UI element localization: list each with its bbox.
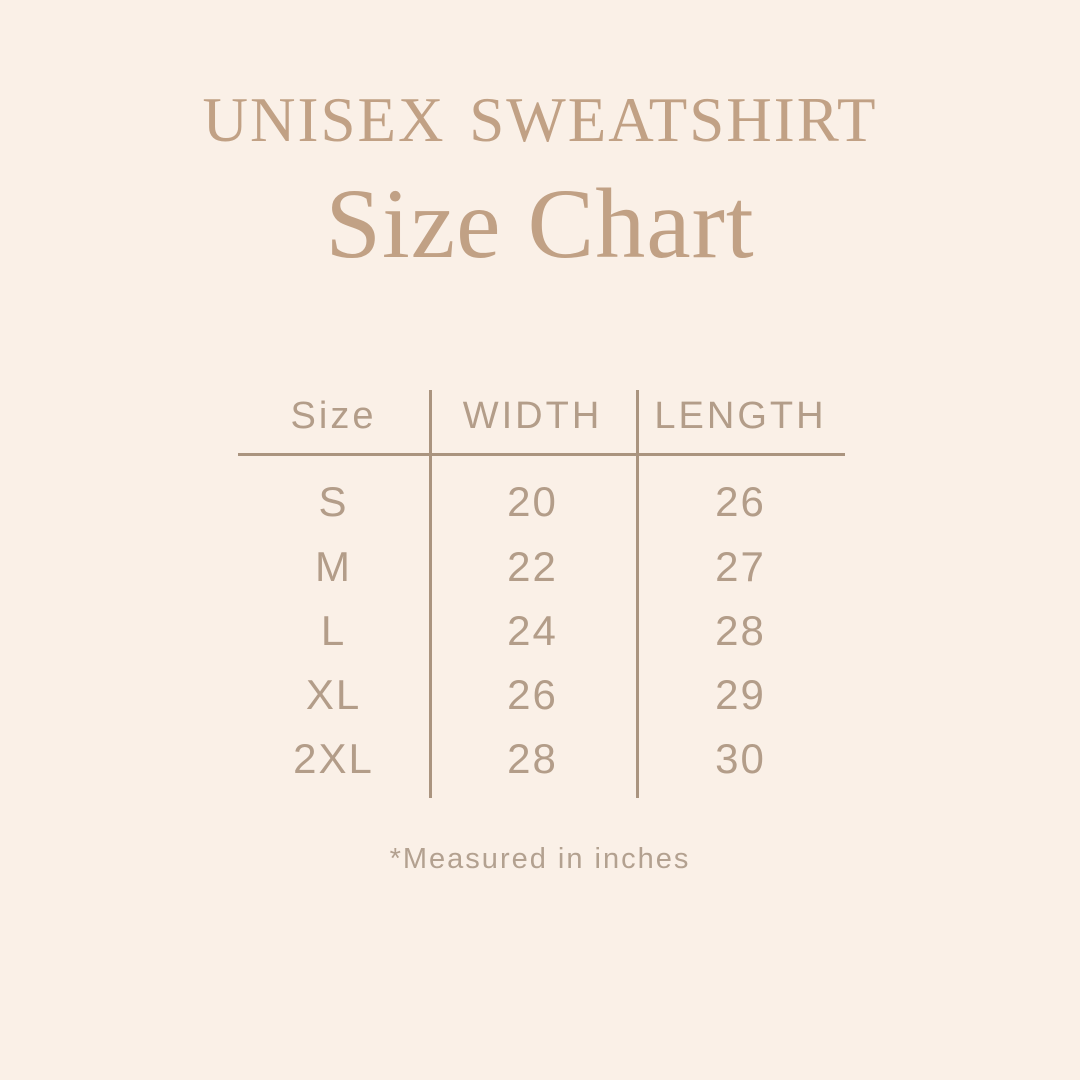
length-value: 28 — [715, 607, 766, 654]
length-value: 26 — [715, 478, 766, 525]
table-row: XL 26 29 — [238, 663, 845, 727]
width-value: 26 — [507, 671, 558, 718]
width-value: 20 — [507, 478, 558, 525]
size-label: L — [320, 607, 347, 654]
measurement-footnote: *Measured in inches — [389, 843, 691, 875]
column-header-length: LENGTH — [654, 394, 827, 437]
column-header-size: Size — [290, 394, 377, 437]
size-table: Size WIDTH LENGTH S 20 26 M 22 27 L 24 2… — [238, 390, 845, 798]
size-label: 2XL — [293, 735, 374, 782]
header-rule — [238, 453, 845, 456]
size-label: M — [315, 543, 352, 590]
table-header-row: Size WIDTH LENGTH — [238, 384, 845, 448]
size-label: XL — [305, 671, 362, 718]
table-row: L 24 28 — [238, 599, 845, 663]
length-value: 30 — [715, 735, 766, 782]
width-value: 28 — [507, 735, 558, 782]
length-value: 27 — [715, 543, 766, 590]
size-label: S — [318, 478, 349, 525]
table-row: M 22 27 — [238, 535, 845, 599]
page-title: UNISEX SWEATSHIRT — [202, 85, 878, 155]
column-divider-left — [429, 390, 432, 798]
page-subtitle: Size Chart — [325, 168, 755, 279]
table-row: 2XL 28 30 — [238, 727, 845, 791]
column-divider-right — [636, 390, 639, 798]
length-value: 29 — [715, 671, 766, 718]
column-header-width: WIDTH — [462, 394, 603, 437]
table-row: S 20 26 — [238, 470, 845, 534]
width-value: 24 — [507, 607, 558, 654]
width-value: 22 — [507, 543, 558, 590]
